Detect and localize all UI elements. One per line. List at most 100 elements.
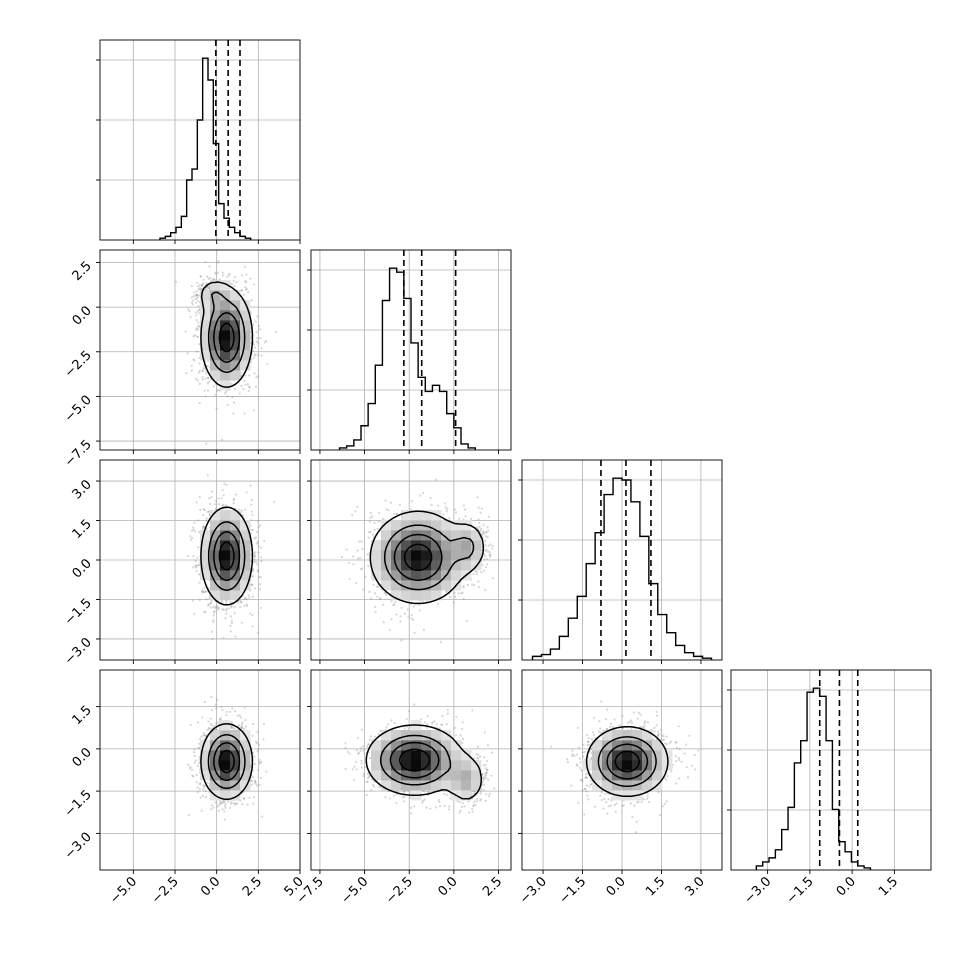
sample-point	[436, 602, 440, 605]
sample-point	[191, 599, 194, 602]
sample-point	[484, 589, 487, 592]
density-cell	[240, 320, 251, 331]
sample-point	[207, 286, 210, 289]
sample-point	[213, 272, 217, 275]
sample-point	[231, 707, 234, 710]
sample-point	[224, 617, 227, 620]
sample-point	[195, 350, 198, 353]
sample-point	[194, 759, 197, 762]
sample-point	[255, 542, 259, 545]
density-cell	[210, 300, 221, 311]
sample-point	[191, 536, 194, 540]
sample-point	[184, 330, 187, 333]
sample-point	[253, 553, 256, 556]
density-cell	[240, 530, 251, 541]
sample-point	[234, 493, 238, 496]
sample-point	[257, 575, 261, 579]
sample-point	[215, 722, 218, 725]
sample-point	[250, 583, 254, 586]
density-cell	[240, 350, 251, 361]
sample-point	[251, 569, 255, 572]
sample-point	[251, 595, 254, 598]
sample-point	[225, 601, 228, 604]
sample-point	[253, 558, 256, 561]
scatter-panel-3-1: 3.01.50.0−1.5−3.0	[62, 459, 301, 668]
sample-point	[243, 604, 246, 607]
sample-point	[469, 517, 473, 520]
sample-point	[480, 527, 483, 531]
sample-point	[422, 492, 425, 495]
sample-point	[384, 499, 387, 502]
sample-point	[254, 353, 257, 356]
sample-point	[191, 299, 194, 302]
scatter-panel-4-1: −5.0 −2.5 0.0 2.5 5.01.50.0−1.5−3.0	[62, 669, 307, 907]
density-cell	[220, 510, 231, 521]
sample-point	[252, 356, 255, 360]
sample-point	[222, 494, 225, 497]
sample-point	[197, 321, 200, 324]
sample-point	[202, 591, 206, 594]
sample-point	[256, 569, 260, 572]
sample-point	[204, 261, 207, 264]
sample-point	[460, 592, 463, 595]
sample-point	[257, 545, 260, 548]
density-cell	[240, 560, 251, 571]
sample-point	[192, 335, 195, 338]
density-cell	[220, 530, 231, 541]
density-cell	[240, 520, 251, 531]
sample-point	[374, 611, 377, 614]
sample-point	[398, 503, 401, 506]
sample-point	[195, 294, 199, 297]
density-cell	[230, 360, 241, 371]
sample-point	[254, 536, 258, 539]
y-tick-label: 0.0	[70, 303, 95, 328]
sample-point	[194, 311, 198, 314]
sample-point	[196, 335, 200, 339]
sample-point	[217, 389, 220, 392]
sample-point	[202, 367, 205, 370]
density-cell	[240, 540, 251, 551]
sample-point	[209, 601, 212, 605]
sample-point	[340, 555, 344, 559]
sample-point	[348, 577, 351, 580]
sample-point	[251, 513, 254, 517]
sample-point	[209, 276, 212, 280]
sample-point	[212, 385, 215, 388]
sample-point	[255, 340, 258, 343]
sample-point	[233, 275, 237, 279]
histogram-step	[338, 267, 476, 450]
sample-point	[480, 507, 484, 510]
sample-point	[203, 611, 206, 614]
density-cell	[210, 520, 221, 531]
sample-point	[225, 483, 228, 486]
sample-point	[217, 608, 220, 611]
sample-point	[457, 592, 460, 595]
sample-point	[240, 509, 244, 512]
density-cell	[210, 370, 221, 381]
sample-point	[190, 296, 193, 299]
sample-point	[482, 532, 485, 535]
sample-point	[487, 550, 490, 553]
sample-point	[453, 508, 457, 511]
sample-point	[352, 563, 355, 566]
density-cell	[210, 280, 221, 291]
sample-point	[253, 283, 256, 286]
sample-point	[485, 548, 488, 552]
sample-point	[201, 716, 204, 719]
sample-point	[212, 620, 215, 624]
sample-point	[394, 601, 397, 604]
sample-point	[263, 539, 266, 542]
sample-point	[207, 510, 211, 513]
sample-point	[216, 605, 219, 608]
sample-point	[228, 274, 231, 277]
sample-point	[201, 525, 205, 528]
sample-point	[201, 282, 205, 285]
density-cell	[240, 340, 251, 351]
sample-point	[372, 583, 375, 586]
sample-point	[194, 565, 197, 568]
sample-point	[473, 570, 477, 573]
sample-point	[194, 530, 197, 533]
density-cell	[220, 290, 231, 301]
density-cell	[240, 360, 251, 371]
sample-point	[193, 521, 196, 524]
